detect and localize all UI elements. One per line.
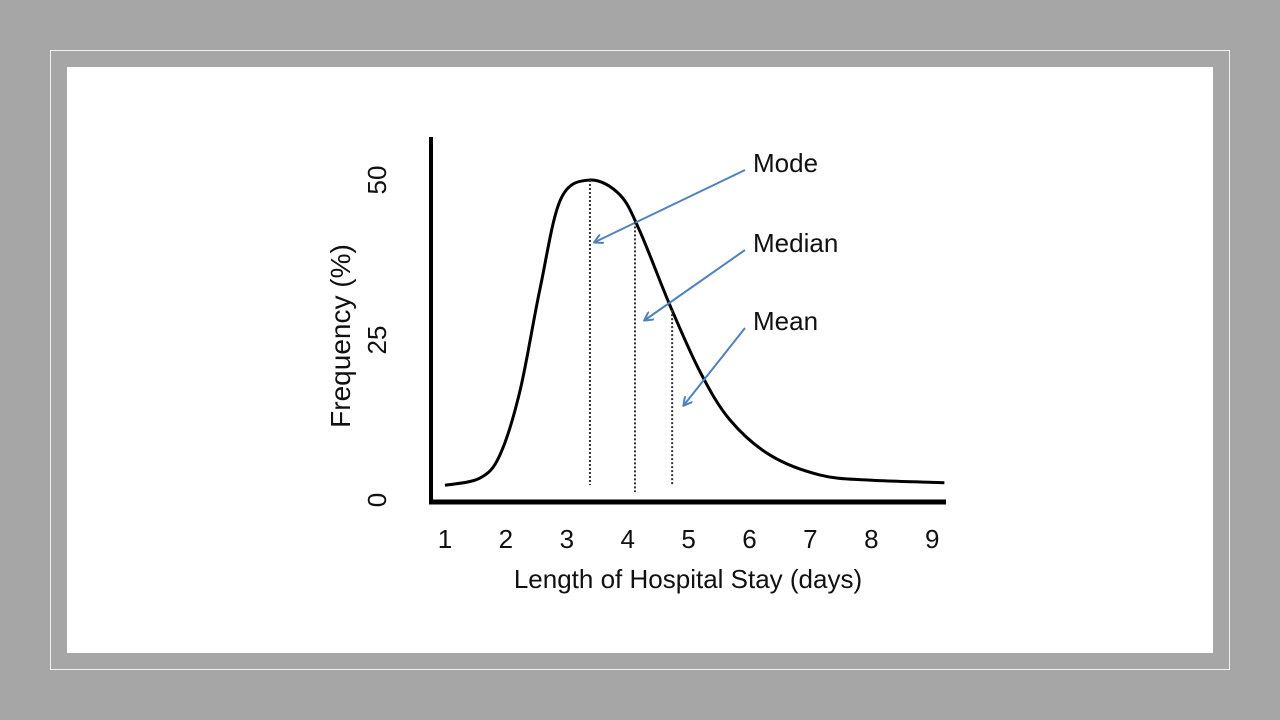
x-tick-label: 4	[620, 524, 634, 554]
slide-frame-border	[50, 50, 1230, 670]
x-axis-label: Length of Hospital Stay (days)	[514, 564, 862, 594]
y-tick-label: 0	[362, 493, 392, 507]
mode-arrow	[595, 169, 746, 242]
y-tick-label: 50	[362, 166, 392, 195]
distribution-curve	[444, 178, 945, 487]
x-tick-label: 7	[803, 524, 817, 554]
mode-label: Mode	[753, 148, 818, 178]
mean-label: Mean	[753, 306, 818, 336]
mean-arrow	[684, 327, 746, 405]
x-tick-label: 2	[499, 524, 513, 554]
x-tick-label: 9	[925, 524, 939, 554]
median-arrow	[645, 249, 746, 320]
x-tick-label: 3	[560, 524, 574, 554]
y-axis-label: Frequency (%)	[325, 244, 356, 428]
x-tick-label: 8	[864, 524, 878, 554]
x-tick-label: 6	[742, 524, 756, 554]
x-tick-label: 1	[438, 524, 452, 554]
median-label: Median	[753, 228, 838, 258]
slide-panel	[67, 67, 1213, 653]
x-tick-label: 5	[681, 524, 695, 554]
y-tick-label: 25	[362, 326, 392, 355]
